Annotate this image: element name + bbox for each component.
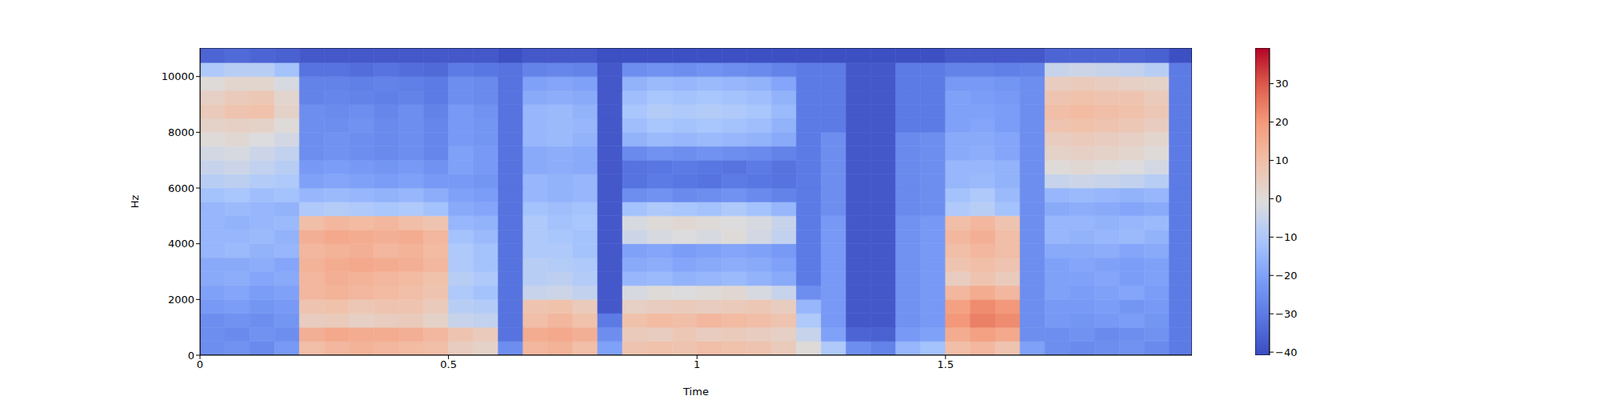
svg-text:−10: −10 — [1275, 231, 1297, 244]
svg-text:Time: Time — [682, 385, 709, 398]
svg-text:8000: 8000 — [168, 126, 195, 139]
svg-text:4000: 4000 — [168, 237, 195, 250]
svg-text:Hz: Hz — [128, 195, 141, 209]
svg-text:0: 0 — [188, 349, 195, 362]
svg-text:1.5: 1.5 — [937, 358, 955, 371]
svg-text:10000: 10000 — [161, 70, 195, 83]
svg-text:20: 20 — [1275, 116, 1289, 128]
svg-text:0: 0 — [196, 358, 204, 371]
svg-text:0: 0 — [1275, 192, 1282, 205]
svg-text:2000: 2000 — [168, 293, 195, 306]
svg-text:30: 30 — [1275, 77, 1289, 90]
svg-text:−40: −40 — [1275, 346, 1297, 359]
svg-text:0.5: 0.5 — [440, 358, 457, 371]
svg-text:10: 10 — [1275, 154, 1289, 167]
svg-text:6000: 6000 — [168, 182, 195, 195]
svg-text:−20: −20 — [1275, 269, 1297, 282]
svg-text:−30: −30 — [1275, 308, 1297, 320]
svg-text:1: 1 — [693, 358, 700, 371]
